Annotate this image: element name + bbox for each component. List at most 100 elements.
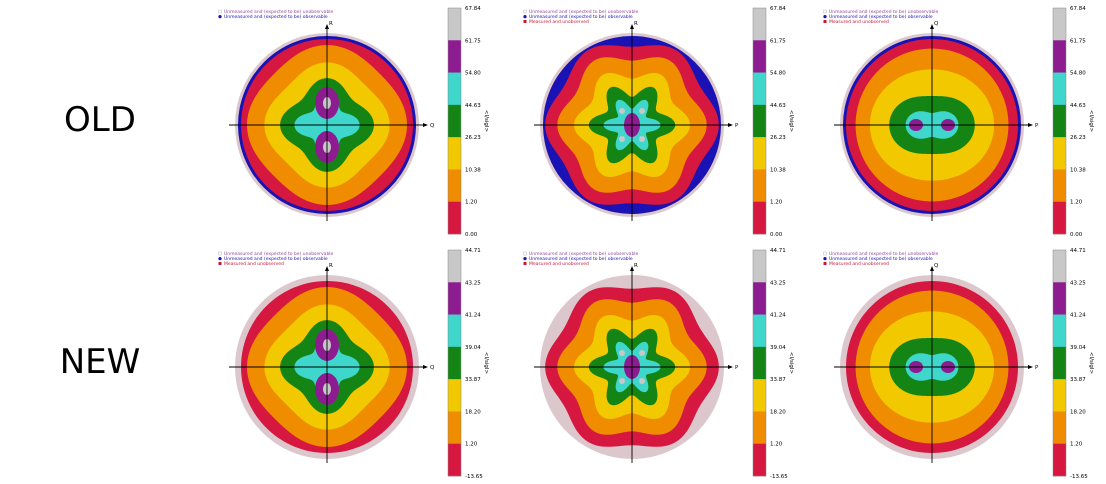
legend-entry-text: Unmeasured and (expected to be) observab… <box>529 14 633 20</box>
colorbar-tick-label: 41.24 <box>1070 313 1086 319</box>
colorbar-tick-label: 61.75 <box>465 38 481 44</box>
colorbar-segment <box>1053 314 1066 348</box>
legend-marker-unobservable <box>523 251 527 256</box>
colorbar-tick-label: 1.20 <box>465 200 478 206</box>
colorbar-tick-label: -13.65 <box>770 474 788 480</box>
colorbar-segment <box>753 169 766 203</box>
legend-marker-observable <box>523 15 527 19</box>
colorbar-tick-label: 1.20 <box>1070 442 1083 448</box>
colorbar-tick-label: 26.23 <box>770 135 786 141</box>
legend-marker-measured <box>218 262 222 265</box>
plot-panel-new-rq: R Q Unmeasured and (expected to be) unobse… <box>212 242 512 482</box>
legend-marker-unobservable <box>823 9 827 14</box>
intensity-blob <box>639 108 645 114</box>
colorbar-tick-label: 1.20 <box>770 200 783 206</box>
vertical-axis-arrow <box>930 266 934 271</box>
colorbar-tick-label: 0.00 <box>1070 232 1083 238</box>
legend-entry-text: Unmeasured and (expected to be) unobserv… <box>829 251 939 257</box>
colorbar-tick-label: 44.71 <box>1070 248 1086 254</box>
colorbar-tick-label: -13.65 <box>465 474 483 480</box>
colorbar-tick-label: 43.25 <box>1070 280 1086 286</box>
colorbar-segment <box>753 40 766 73</box>
legend-entry-text: Unmeasured and (expected to be) unobserv… <box>224 251 334 257</box>
colorbar-tick-label: 10.38 <box>770 167 786 173</box>
colorbar-tick-label: 67.84 <box>770 6 786 12</box>
row-label-new: NEW <box>59 342 141 382</box>
colorbar-tick-label: 33.87 <box>770 377 786 383</box>
colorbar-segment <box>753 346 766 380</box>
legend-entry-text: Unmeasured and (expected to be) unobserv… <box>224 9 334 15</box>
colorbar-tick-label: -13.65 <box>1070 474 1088 480</box>
heatmap-svg: Q P Unmeasured and (expected to be) unobse… <box>823 248 1094 480</box>
colorbar-frame <box>447 249 462 477</box>
colorbar-segment <box>1053 443 1066 477</box>
legend-marker-unobservable <box>218 251 222 256</box>
colorbar-segment <box>753 411 766 445</box>
colorbar-segment <box>1053 104 1066 138</box>
legend-marker-observable <box>823 15 827 19</box>
colorbar-segment <box>1053 8 1066 41</box>
vertical-axis-arrow <box>630 24 634 29</box>
legend-marker-observable <box>823 257 827 261</box>
colorbar-tick-label: 39.04 <box>1070 345 1086 351</box>
heatmap-svg: Q P Unmeasured and (expected to be) unobse… <box>823 6 1094 238</box>
plot-panel-new-qp: Q P Unmeasured and (expected to be) unobse… <box>817 242 1106 482</box>
colorbar-tick-label: 0.00 <box>770 232 783 238</box>
colorbar-tick-label: 44.63 <box>465 103 481 109</box>
plot-panel-old-qp: Q P Unmeasured and (expected to be) unobse… <box>817 0 1106 240</box>
colorbar-tick-label: 43.25 <box>465 280 481 286</box>
colorbar-tick-label: 1.20 <box>465 442 478 448</box>
legend-entry-text: Unmeasured and (expected to be) unobserv… <box>529 9 639 15</box>
legend-marker-measured <box>523 20 527 23</box>
colorbar-segment <box>753 443 766 477</box>
colorbar-tick-label: 18.20 <box>465 409 481 415</box>
legend-entry-text: Unmeasured and (expected to be) unobserv… <box>529 251 639 257</box>
colorbar-tick-label: 43.25 <box>770 280 786 286</box>
colorbar-segment <box>448 411 461 445</box>
colorbar-tick-label: 1.20 <box>1070 200 1083 206</box>
colorbar-segment <box>448 137 461 170</box>
axis-label-up: Q <box>934 263 939 269</box>
colorbar-axis-label: <I/sigI> <box>788 352 794 375</box>
legend-entry-text: Unmeasured and (expected to be) observab… <box>224 256 328 262</box>
colorbar-tick-label: 41.24 <box>770 313 786 319</box>
colorbar-tick-label: 61.75 <box>770 38 786 44</box>
colorbar-tick-label: 44.63 <box>1070 103 1086 109</box>
colorbar-segment <box>448 282 461 315</box>
legend-entry-text: Measured and unobserved <box>224 261 284 267</box>
legend-entry-text: Unmeasured and (expected to be) observab… <box>224 14 328 20</box>
axis-label-up: R <box>329 263 333 269</box>
axis-label-right: P <box>735 123 739 129</box>
vertical-axis-arrow <box>630 266 634 271</box>
colorbar-segment <box>448 104 461 138</box>
legend-entry-text: Unmeasured and (expected to be) observab… <box>829 256 933 262</box>
axis-label-right: P <box>735 365 739 371</box>
colorbar-tick-label: 1.20 <box>770 442 783 448</box>
colorbar-tick-label: 18.20 <box>1070 409 1086 415</box>
colorbar-segment <box>1053 346 1066 380</box>
axis-label-right: P <box>1035 123 1039 129</box>
legend-marker-unobservable <box>218 9 222 14</box>
heatmap-svg: R Q Unmeasured and (expected to be) unobse… <box>218 6 489 238</box>
legend-entry-text: Unmeasured and (expected to be) unobserv… <box>829 9 939 15</box>
colorbar-tick-label: 39.04 <box>770 345 786 351</box>
vertical-axis-arrow <box>325 266 329 271</box>
colorbar-tick-label: 39.04 <box>465 345 481 351</box>
colorbar-axis-label: <I/sigI> <box>483 110 489 133</box>
colorbar-segment <box>448 40 461 73</box>
colorbar-frame <box>752 249 767 477</box>
intensity-blob <box>619 350 625 356</box>
legend-marker-measured <box>823 20 827 23</box>
intensity-blob <box>619 136 625 142</box>
colorbar-tick-label: 54.80 <box>465 71 481 77</box>
colorbar-tick-label: 67.84 <box>1070 6 1086 12</box>
plot-panel-old-rq: R Q Unmeasured and (expected to be) unobse… <box>212 0 512 240</box>
colorbar-tick-label: 10.38 <box>1070 167 1086 173</box>
intensity-blob <box>639 136 645 142</box>
colorbar-tick-label: 44.71 <box>770 248 786 254</box>
colorbar-segment <box>1053 250 1066 283</box>
intensity-blob <box>639 350 645 356</box>
colorbar-tick-label: 18.20 <box>770 409 786 415</box>
legend-entry-text: Measured and unobserved <box>829 19 889 25</box>
colorbar-axis-label: <I/sigI> <box>1088 352 1094 375</box>
